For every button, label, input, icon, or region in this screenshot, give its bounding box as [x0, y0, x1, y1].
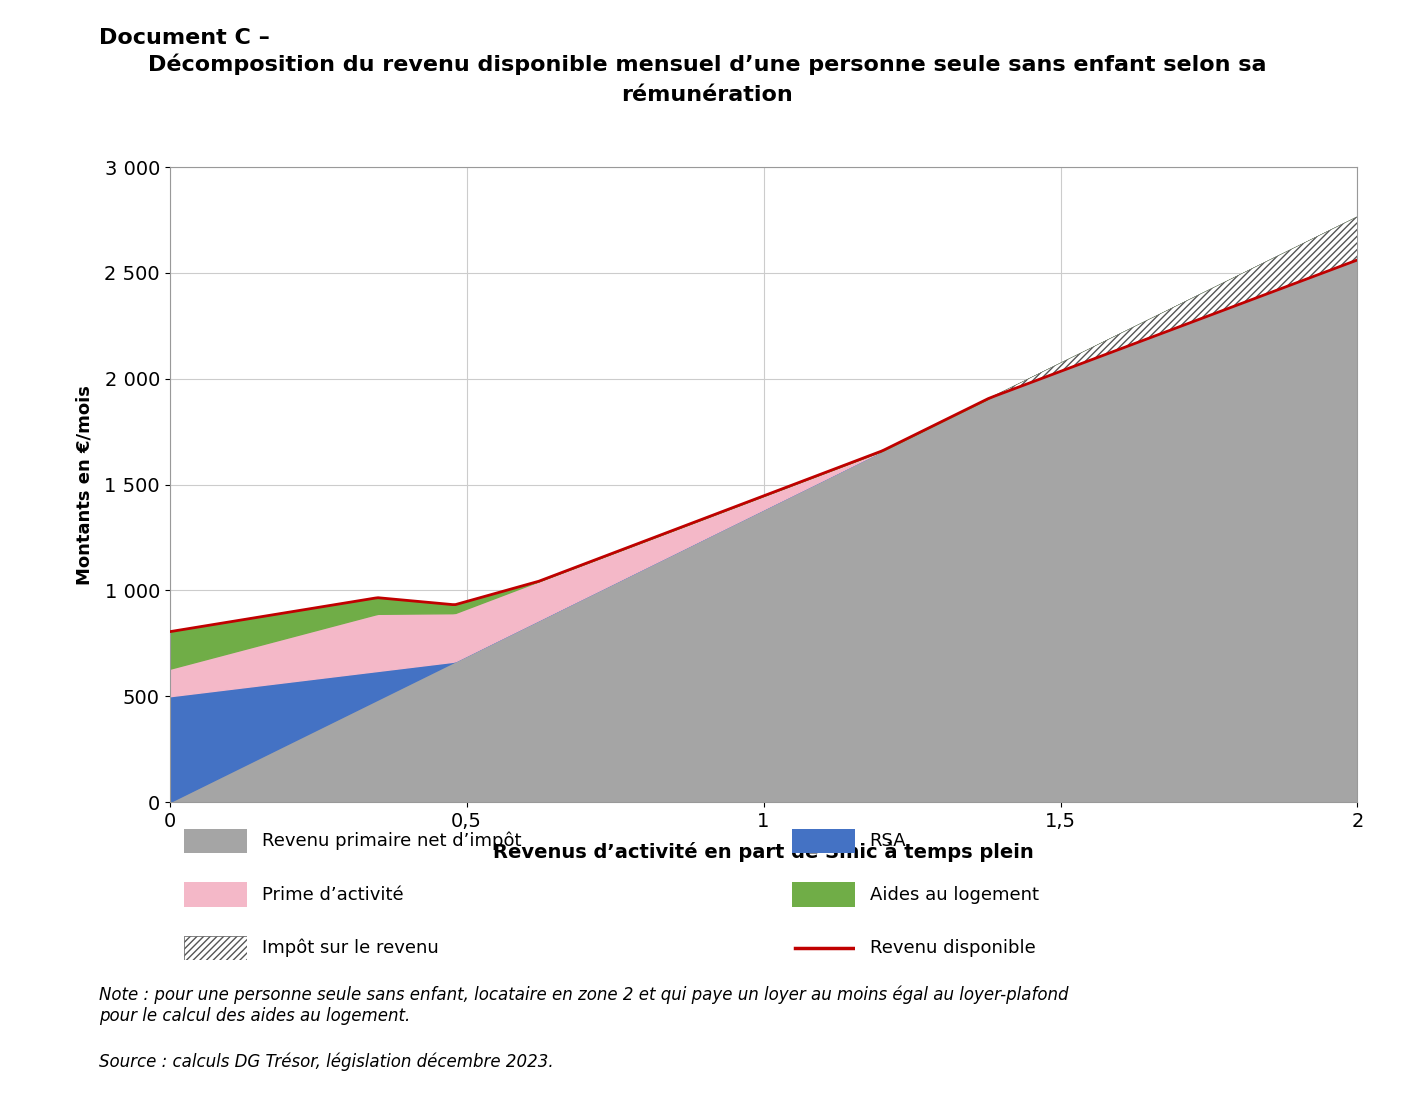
- Text: Revenu primaire net d’impôt: Revenu primaire net d’impôt: [262, 832, 522, 850]
- Text: Aides au logement: Aides au logement: [870, 886, 1039, 903]
- Y-axis label: Montants en €/mois: Montants en €/mois: [75, 384, 93, 585]
- Text: rémunération: rémunération: [621, 85, 793, 105]
- Text: Document C –: Document C –: [99, 28, 270, 48]
- Text: Source : calculs DG Trésor, législation décembre 2023.: Source : calculs DG Trésor, législation …: [99, 1053, 554, 1072]
- Text: Note : pour une personne seule sans enfant, locataire en zone 2 et qui paye un l: Note : pour une personne seule sans enfa…: [99, 986, 1069, 1025]
- Text: Revenu disponible: Revenu disponible: [870, 939, 1035, 957]
- Text: Décomposition du revenu disponible mensuel d’une personne seule sans enfant selo: Décomposition du revenu disponible mensu…: [147, 53, 1267, 75]
- Text: Prime d’activité: Prime d’activité: [262, 886, 403, 903]
- Text: Impôt sur le revenu: Impôt sur le revenu: [262, 939, 438, 957]
- FancyBboxPatch shape: [184, 936, 247, 960]
- X-axis label: Revenus d’activité en part de Smic à temps plein: Revenus d’activité en part de Smic à tem…: [493, 842, 1034, 862]
- FancyBboxPatch shape: [184, 829, 247, 853]
- FancyBboxPatch shape: [792, 829, 855, 853]
- FancyBboxPatch shape: [792, 882, 855, 907]
- FancyBboxPatch shape: [184, 882, 247, 907]
- Text: RSA: RSA: [870, 832, 906, 850]
